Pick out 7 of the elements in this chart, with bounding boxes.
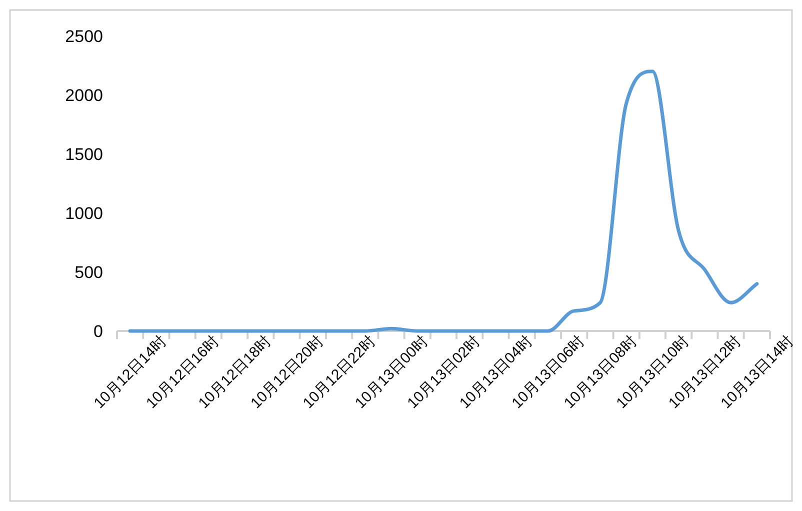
y-tick-label: 2500 bbox=[65, 27, 103, 46]
y-tick-label: 1500 bbox=[65, 145, 103, 164]
y-tick-label: 500 bbox=[74, 263, 103, 282]
y-tick-label: 0 bbox=[94, 322, 103, 341]
y-tick-label: 1000 bbox=[65, 204, 103, 223]
line-series bbox=[128, 70, 759, 333]
y-tick-label: 2000 bbox=[65, 86, 103, 105]
